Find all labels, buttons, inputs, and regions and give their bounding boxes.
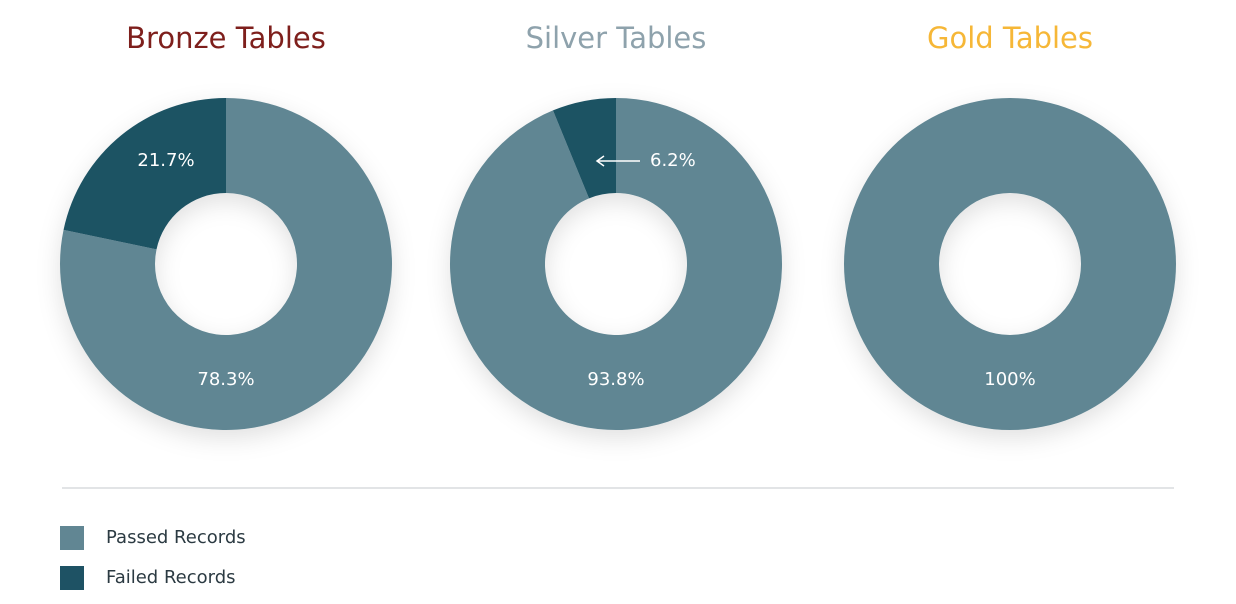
slice <box>552 98 616 199</box>
legend-label: Failed Records <box>106 567 236 588</box>
slice <box>60 98 393 430</box>
slice <box>63 98 226 250</box>
legend-swatch <box>60 526 84 550</box>
slice-label: 100% <box>984 369 1035 390</box>
donut <box>60 98 393 430</box>
slice-label: 21.7% <box>137 150 194 171</box>
chart-title: Bronze Tables <box>126 21 326 55</box>
chart-title: Silver Tables <box>526 21 707 55</box>
slice-label: 93.8% <box>587 369 644 390</box>
slice-label: 6.2% <box>650 150 696 171</box>
slice-label: 78.3% <box>197 369 254 390</box>
legend-label: Passed Records <box>106 527 246 548</box>
label-arrow-head <box>595 155 605 167</box>
chart-title: Gold Tables <box>927 21 1093 55</box>
slice <box>449 98 783 430</box>
donut <box>844 98 1176 430</box>
slice <box>844 98 1176 430</box>
donut <box>449 98 783 430</box>
legend-swatch <box>60 566 84 590</box>
